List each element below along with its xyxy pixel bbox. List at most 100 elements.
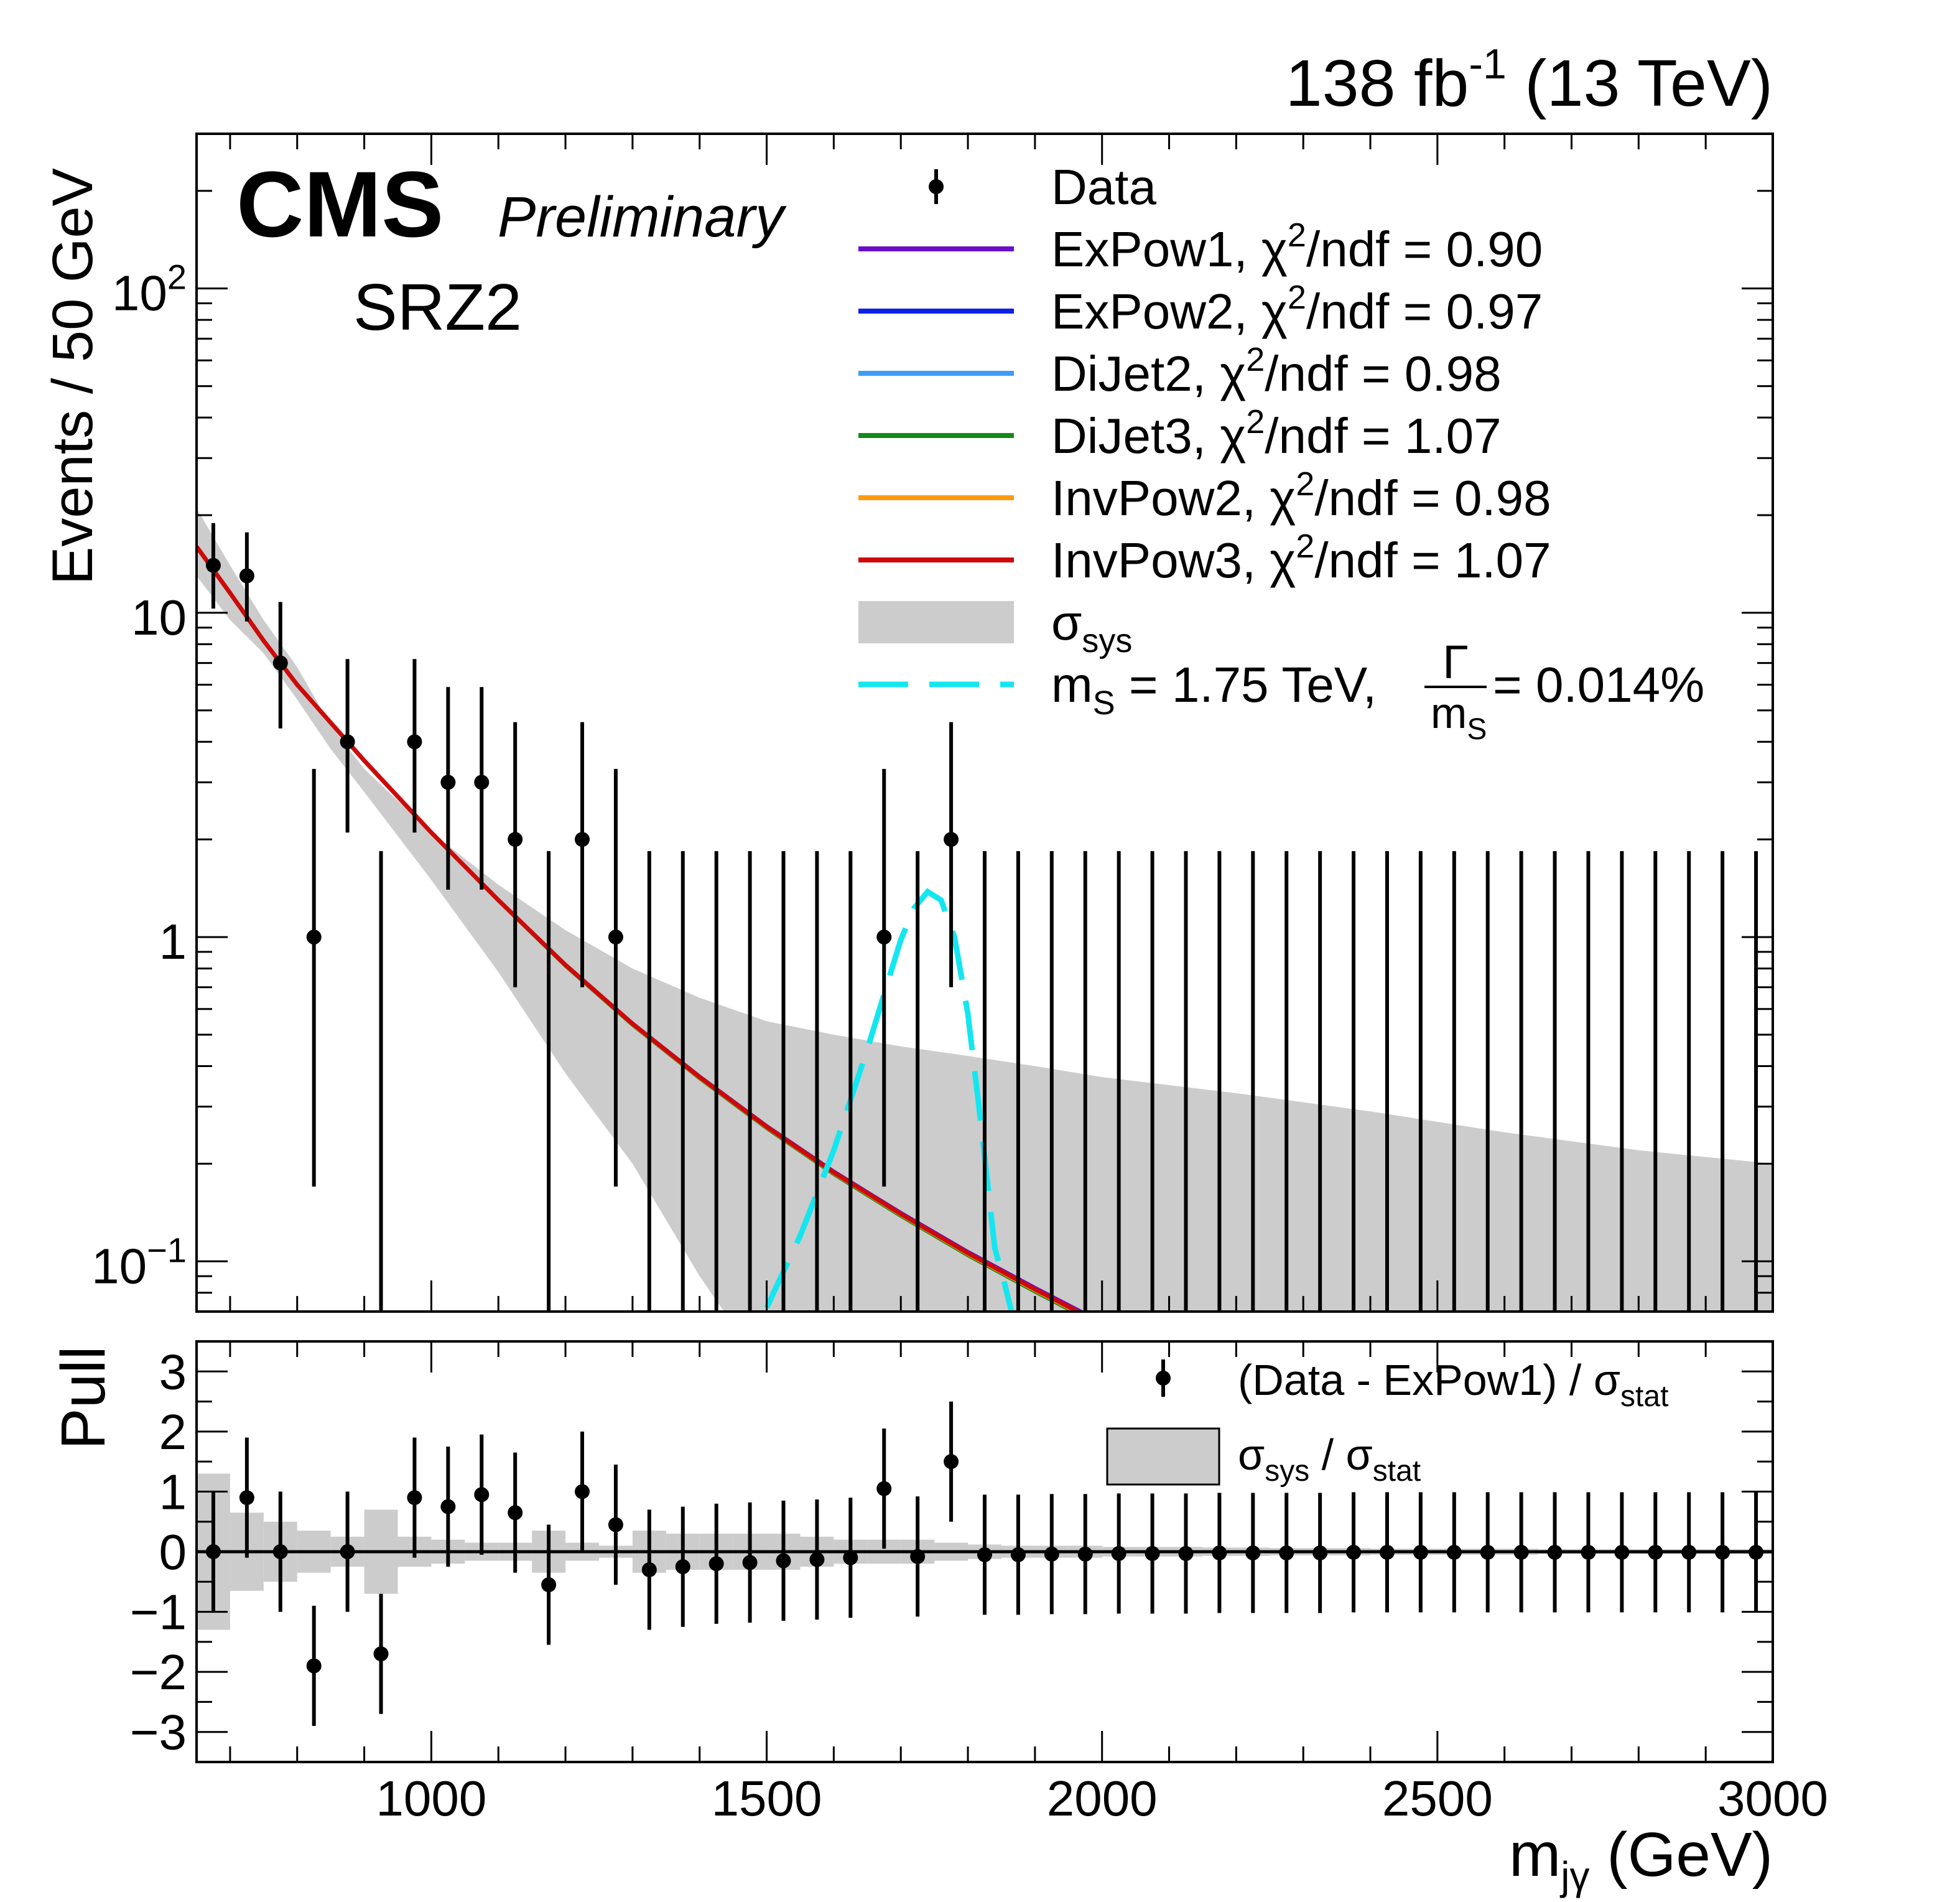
legend-sys-label: σsys bbox=[1051, 595, 1132, 660]
x-tick-label: 1500 bbox=[712, 1771, 822, 1826]
data-point bbox=[205, 557, 221, 573]
data-point bbox=[440, 775, 456, 790]
x-tick-label: 2500 bbox=[1382, 1771, 1493, 1826]
pull-legend-sys-label: σsys / σstat bbox=[1238, 1430, 1421, 1488]
pull-point bbox=[440, 1499, 456, 1514]
legend-expow2-label: ExPow2, χ2/ndf = 0.97 bbox=[1051, 279, 1543, 339]
pull-legend-text-sub: stat bbox=[1373, 1455, 1421, 1488]
pull-point bbox=[1044, 1546, 1059, 1562]
data-point bbox=[876, 930, 892, 945]
pull-point bbox=[1077, 1546, 1093, 1562]
pull-points-layer bbox=[205, 1401, 1764, 1727]
data-point bbox=[575, 832, 590, 847]
pull-point bbox=[474, 1487, 490, 1503]
pull-point bbox=[843, 1550, 858, 1565]
pull-point bbox=[1614, 1544, 1630, 1560]
pull-point bbox=[541, 1577, 557, 1593]
preliminary-label: Preliminary bbox=[498, 185, 787, 249]
pull-point bbox=[1212, 1545, 1227, 1560]
pull-point bbox=[239, 1490, 254, 1506]
region-label: SRZ2 bbox=[353, 271, 522, 344]
legend-frac-den-text: m bbox=[1431, 689, 1467, 737]
legend-text-sub: S bbox=[1093, 684, 1115, 722]
legend-text: /ndf = 0.98 bbox=[1314, 470, 1551, 526]
legend-text-sup: 2 bbox=[1246, 341, 1265, 378]
main-y-axis-label: Events / 50 GeV bbox=[41, 168, 105, 585]
legend-text: = 1.75 TeV, bbox=[1115, 657, 1377, 712]
legend-text: DiJet2, χ bbox=[1051, 346, 1246, 401]
legend-frac-den: mS bbox=[1431, 689, 1487, 746]
legend-invpow3-label: InvPow3, χ2/ndf = 1.07 bbox=[1051, 528, 1551, 588]
pull-legend-text-sub: stat bbox=[1620, 1380, 1668, 1413]
legend-text-sup: 2 bbox=[1296, 465, 1314, 503]
main-y-tick-base: 1 bbox=[159, 914, 187, 969]
pull-point bbox=[1346, 1544, 1362, 1560]
x-axis-label: mjγ (GeV) bbox=[1509, 1820, 1773, 1898]
pull-point bbox=[809, 1552, 825, 1567]
legend-text: m bbox=[1051, 657, 1093, 712]
pull-y-tick-label: 2 bbox=[159, 1404, 187, 1460]
pull-point bbox=[1547, 1544, 1563, 1560]
main-y-tick-exp: 2 bbox=[167, 258, 187, 297]
legend-text-sup: 2 bbox=[1246, 403, 1265, 441]
main-y-tick-label: 102 bbox=[112, 258, 187, 321]
data-point bbox=[944, 832, 959, 847]
legend-invpow2-label: InvPow2, χ2/ndf = 0.98 bbox=[1051, 465, 1551, 526]
legend-signal-tail: = 0.014% bbox=[1493, 657, 1704, 712]
pull-point bbox=[1379, 1544, 1395, 1560]
cms-label: CMS bbox=[236, 152, 444, 256]
pull-point bbox=[742, 1555, 758, 1570]
fit-curve-invpow3 bbox=[197, 545, 1083, 1312]
data-point bbox=[407, 734, 422, 750]
x-tick-label: 1000 bbox=[376, 1771, 486, 1826]
legend-text: σ bbox=[1051, 595, 1082, 650]
legend-frac-den-sub: S bbox=[1467, 713, 1487, 746]
legend-text-sup: 2 bbox=[1296, 528, 1314, 565]
legend-signal-label: mS = 1.75 TeV, bbox=[1051, 657, 1377, 722]
lumi-label: 138 fb-1 (13 TeV) bbox=[1286, 40, 1773, 120]
pull-point bbox=[1111, 1545, 1126, 1561]
pull-point bbox=[977, 1547, 992, 1562]
main-frame bbox=[195, 133, 1774, 1313]
main-y-tick-base: 10 bbox=[91, 1238, 147, 1294]
data-point bbox=[340, 734, 355, 750]
pull-point bbox=[1513, 1544, 1529, 1560]
data-points-layer bbox=[205, 523, 1758, 1312]
x-tick-label: 3000 bbox=[1717, 1771, 1828, 1826]
data-point bbox=[306, 930, 322, 945]
pull-legend-sys-swatch bbox=[1106, 1427, 1220, 1486]
legend-text: DiJet3, χ bbox=[1051, 408, 1246, 464]
main-y-tick-label: 10−1 bbox=[91, 1230, 187, 1294]
legend-text: ExPow2, χ bbox=[1051, 284, 1288, 339]
pull-point bbox=[508, 1505, 523, 1521]
pull-point bbox=[373, 1646, 389, 1662]
legend-text-sup: 2 bbox=[1288, 217, 1306, 254]
pull-point bbox=[1413, 1544, 1428, 1560]
pull-point bbox=[641, 1562, 657, 1577]
pull-point bbox=[910, 1549, 926, 1564]
main-y-tick-exp: −1 bbox=[147, 1230, 187, 1269]
signal-layer bbox=[764, 888, 1015, 1312]
pull-point bbox=[1245, 1545, 1261, 1560]
pull-point bbox=[1010, 1547, 1026, 1562]
signal-curve bbox=[764, 888, 1015, 1312]
pull-y-tick-label: 3 bbox=[159, 1344, 187, 1399]
legend-text: InvPow3, χ bbox=[1051, 533, 1296, 588]
pull-point bbox=[708, 1556, 724, 1572]
pull-y-axis-label: Pull bbox=[49, 1346, 118, 1450]
pull-point bbox=[1446, 1544, 1462, 1560]
pull-point bbox=[340, 1544, 355, 1559]
pull-legend-marker bbox=[1156, 1371, 1171, 1386]
pull-y-tick-label: 1 bbox=[159, 1464, 187, 1519]
data-point bbox=[239, 568, 254, 584]
pull-point bbox=[1178, 1545, 1194, 1561]
main-y-tick-label: 10 bbox=[131, 590, 187, 645]
pull-point bbox=[306, 1658, 322, 1674]
legend-dijet3-label: DiJet3, χ2/ndf = 1.07 bbox=[1051, 403, 1502, 464]
